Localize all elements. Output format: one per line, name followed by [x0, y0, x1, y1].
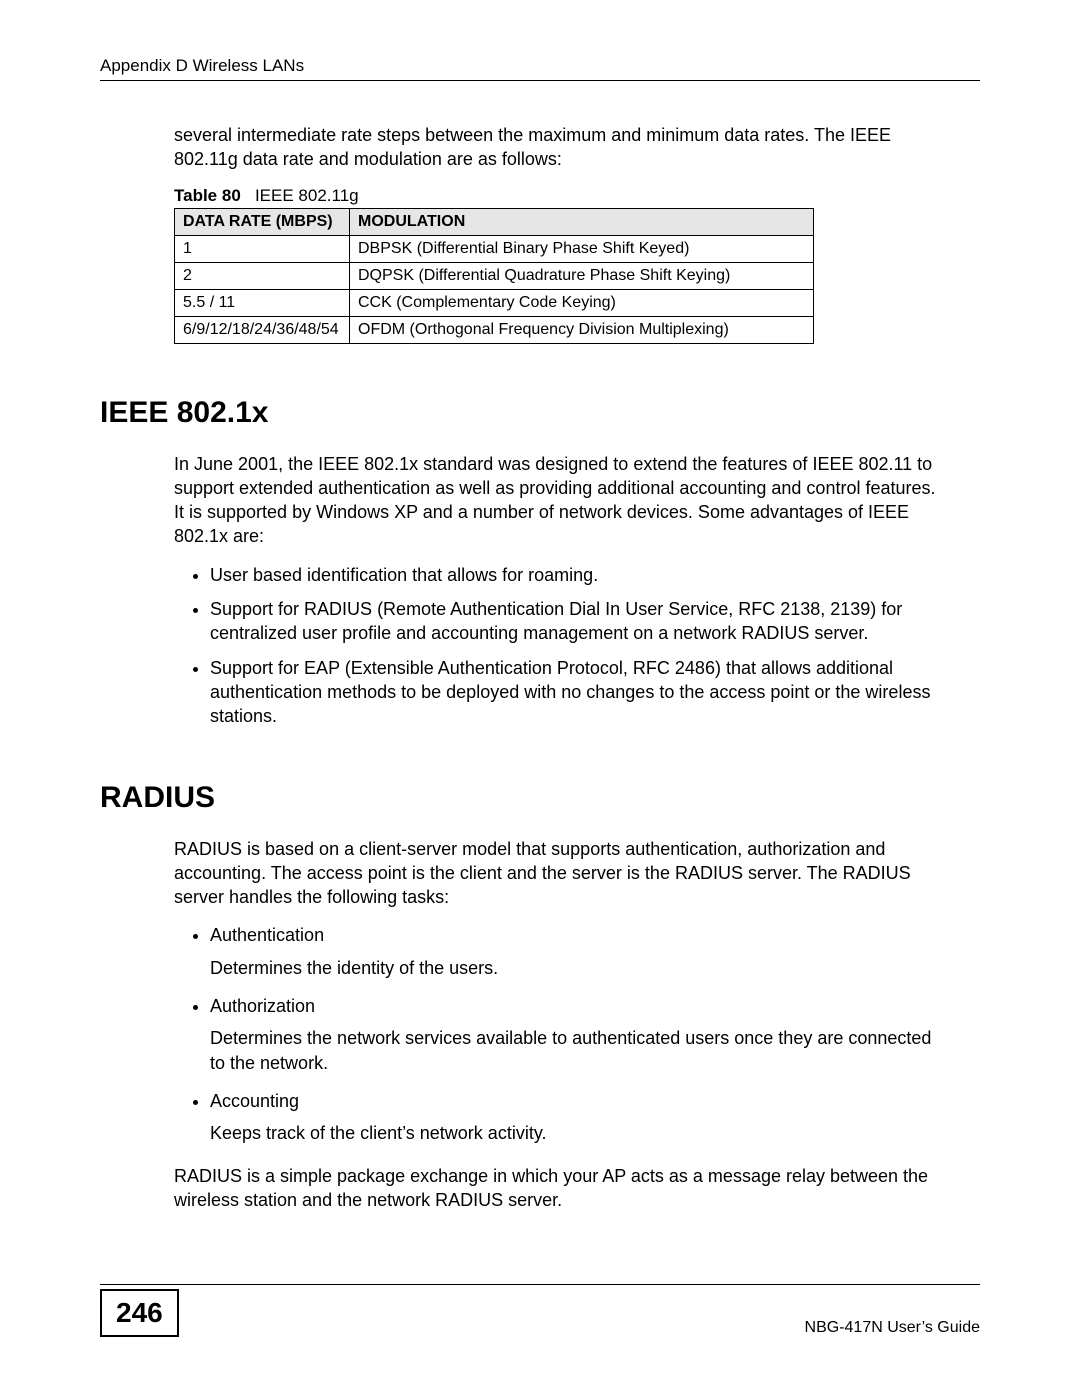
section2-paragraph1: RADIUS is based on a client-server model… [174, 837, 940, 910]
task-name: Authentication [210, 925, 324, 945]
list-item: Support for RADIUS (Remote Authenticatio… [210, 597, 940, 646]
list-item: User based identification that allows fo… [210, 563, 940, 587]
table-col-header: MODULATION [350, 208, 814, 235]
section2-paragraph2: RADIUS is a simple package exchange in w… [174, 1164, 940, 1213]
section1-content: In June 2001, the IEEE 802.1x standard w… [100, 452, 980, 729]
footer-guide-label: NBG-417N User’s Guide [805, 1319, 980, 1337]
section2-content: RADIUS is based on a client-server model… [100, 837, 980, 1213]
task-description: Determines the identity of the users. [210, 956, 940, 980]
section1-bullet-list: User based identification that allows fo… [174, 563, 940, 729]
table-col-header: DATA RATE (MBPS) [175, 208, 350, 235]
table-cell: DBPSK (Differential Binary Phase Shift K… [350, 235, 814, 262]
section-heading-ieee8021x: IEEE 802.1x [100, 396, 980, 430]
section-heading-radius: RADIUS [100, 781, 980, 815]
table-row: 6/9/12/18/24/36/48/54 OFDM (Orthogonal F… [175, 316, 814, 343]
table-caption-title: IEEE 802.11g [255, 186, 359, 205]
table-cell: OFDM (Orthogonal Frequency Division Mult… [350, 316, 814, 343]
footer-inner: 246 NBG-417N User’s Guide [100, 1291, 980, 1337]
page-footer: 246 NBG-417N User’s Guide [100, 1284, 980, 1337]
task-description: Keeps track of the client’s network acti… [210, 1121, 940, 1145]
table-caption-label: Table 80 [174, 186, 241, 205]
content-indent: several intermediate rate steps between … [100, 123, 980, 344]
section2-task-list: Authentication Determines the identity o… [174, 923, 940, 1145]
list-item: Accounting Keeps track of the client’s n… [210, 1089, 940, 1146]
table-cell: 5.5 / 11 [175, 289, 350, 316]
table-cell: 1 [175, 235, 350, 262]
table-row: 2 DQPSK (Differential Quadrature Phase S… [175, 262, 814, 289]
task-name: Accounting [210, 1091, 299, 1111]
table-row: 1 DBPSK (Differential Binary Phase Shift… [175, 235, 814, 262]
header-text: Appendix D Wireless LANs [100, 56, 304, 75]
page: Appendix D Wireless LANs several interme… [0, 0, 1080, 1397]
section1-paragraph: In June 2001, the IEEE 802.1x standard w… [174, 452, 940, 549]
data-rate-table: DATA RATE (MBPS) MODULATION 1 DBPSK (Dif… [174, 208, 814, 344]
table-header-row: DATA RATE (MBPS) MODULATION [175, 208, 814, 235]
intro-paragraph: several intermediate rate steps between … [174, 123, 940, 172]
list-item: Authentication Determines the identity o… [210, 923, 940, 980]
table-cell: 2 [175, 262, 350, 289]
page-number: 246 [100, 1289, 179, 1337]
table-cell: 6/9/12/18/24/36/48/54 [175, 316, 350, 343]
table-cell: CCK (Complementary Code Keying) [350, 289, 814, 316]
task-name: Authorization [210, 996, 315, 1016]
table-row: 5.5 / 11 CCK (Complementary Code Keying) [175, 289, 814, 316]
page-header: Appendix D Wireless LANs [100, 56, 980, 81]
list-item: Support for EAP (Extensible Authenticati… [210, 656, 940, 729]
task-description: Determines the network services availabl… [210, 1026, 940, 1075]
table-caption: Table 80 IEEE 802.11g [174, 186, 940, 206]
list-item: Authorization Determines the network ser… [210, 994, 940, 1075]
table-cell: DQPSK (Differential Quadrature Phase Shi… [350, 262, 814, 289]
